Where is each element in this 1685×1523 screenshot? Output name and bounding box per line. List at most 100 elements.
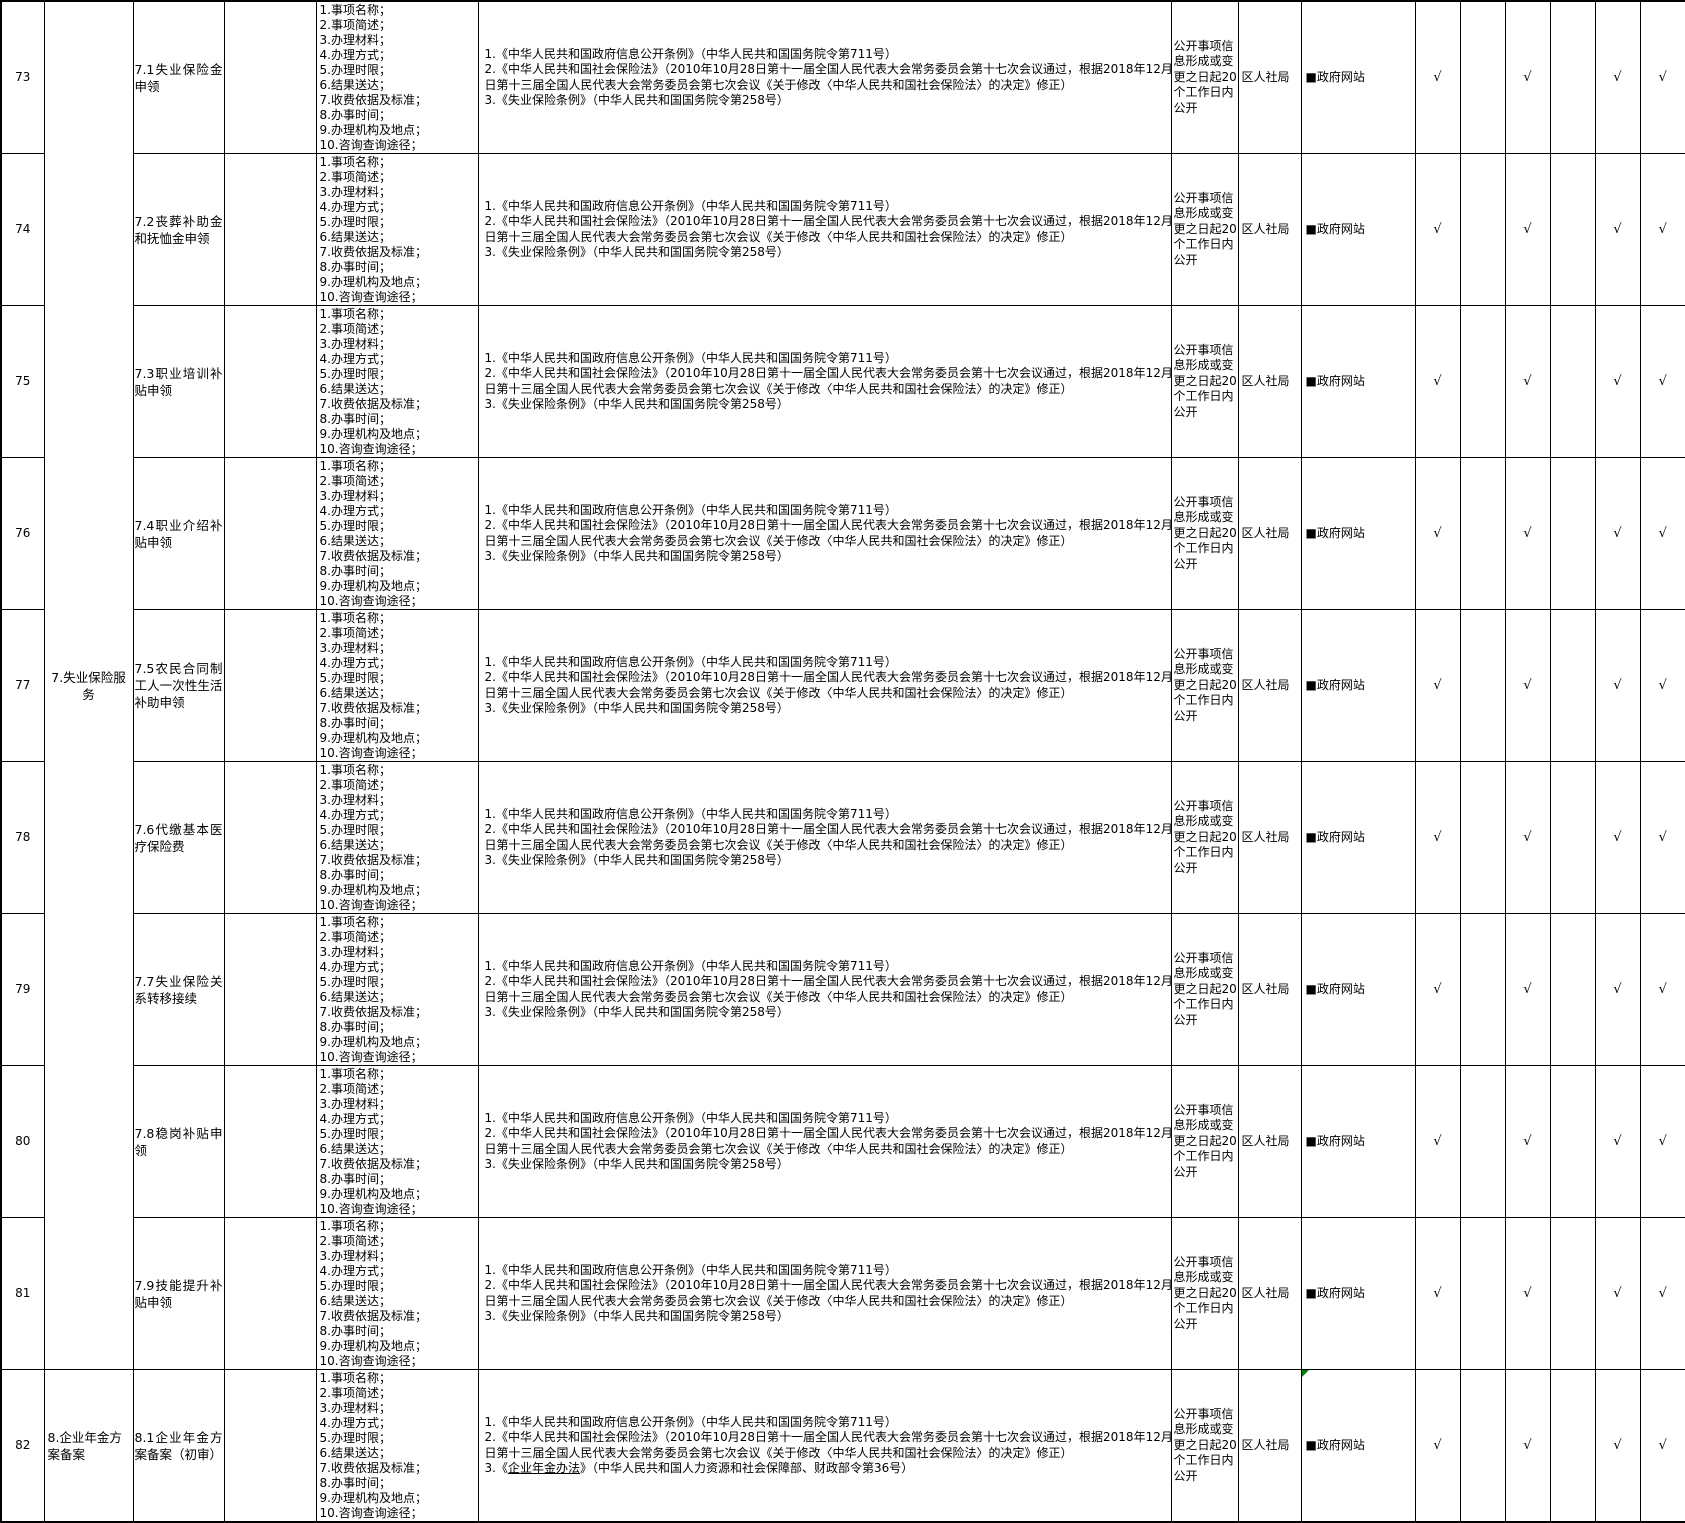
check-cell [1549, 1065, 1596, 1218]
check-cell [1549, 761, 1596, 914]
item-name-cell: 7.7失业保险关系转移接续 [132, 913, 225, 1066]
table-row: 78 7.6代缴基本医疗保险费 1.事项名称； 2.事项简述； 3.办理材料； 4.办… [0, 761, 1685, 914]
check-cell: √ [1414, 609, 1461, 762]
check-cell: √ [1639, 1065, 1685, 1218]
check-cell: √ [1504, 1217, 1551, 1370]
channel-cell: ■政府网站 [1300, 609, 1416, 762]
department-cell: 区人社局 [1237, 153, 1302, 306]
check-cell [1549, 305, 1596, 458]
table-row: 75 7.3职业培训补贴申领 1.事项名称； 2.事项简述； 3.办理材料； 4.办理… [0, 305, 1685, 458]
empty-cell [223, 0, 317, 154]
empty-cell [223, 609, 317, 762]
check-cell: √ [1639, 305, 1685, 458]
check-cell: √ [1504, 0, 1551, 154]
legal-basis-cell: 1.《中华人民共和国政府信息公开条例》（中华人民共和国国务院令第711号） 2.… [477, 153, 1172, 306]
check-cell: √ [1414, 457, 1461, 610]
check-cell: √ [1594, 305, 1641, 458]
check-cell: √ [1639, 913, 1685, 1066]
department-cell: 区人社局 [1237, 761, 1302, 914]
table-row: 79 7.7失业保险关系转移接续 1.事项名称； 2.事项简述； 3.办理材料； 4.… [0, 913, 1685, 1066]
check-cell [1459, 1065, 1506, 1218]
item-name-cell: 7.2丧葬补助金和抚恤金申领 [132, 153, 225, 306]
content-list-cell: 1.事项名称； 2.事项简述； 3.办理材料； 4.办理方式； 5.办理时限； 6.结果送… [315, 0, 479, 154]
row-number-cell: 73 [0, 0, 45, 154]
legal-basis-cell: 1.《中华人民共和国政府信息公开条例》（中华人民共和国国务院令第711号） 2.… [477, 457, 1172, 610]
check-cell [1549, 1369, 1596, 1523]
underlined-law-title: 企业年金办法 [507, 1461, 580, 1475]
check-cell: √ [1639, 153, 1685, 306]
check-cell: √ [1414, 0, 1461, 154]
department-cell: 区人社局 [1237, 0, 1302, 154]
check-cell: √ [1414, 1217, 1461, 1370]
check-cell: √ [1594, 913, 1641, 1066]
content-list-cell: 1.事项名称； 2.事项简述； 3.办理材料； 4.办理方式； 5.办理时限； 6.结果送… [315, 609, 479, 762]
empty-cell [223, 457, 317, 610]
content-list-cell: 1.事项名称； 2.事项简述； 3.办理材料； 4.办理方式； 5.办理时限； 6.结果送… [315, 913, 479, 1066]
check-cell: √ [1414, 153, 1461, 306]
table-row: 82 8.企业年金方案备案 8.1企业年金方案备案（初审） 1.事项名称； 2.事… [0, 1369, 1685, 1523]
department-cell: 区人社局 [1237, 913, 1302, 1066]
content-list-cell: 1.事项名称； 2.事项简述； 3.办理材料； 4.办理方式； 5.办理时限； 6.结果送… [315, 305, 479, 458]
content-list-cell: 1.事项名称； 2.事项简述； 3.办理材料； 4.办理方式； 5.办理时限； 6.结果送… [315, 761, 479, 914]
table-row: 81 7.9技能提升补贴申领 1.事项名称； 2.事项简述； 3.办理材料； 4.办理… [0, 1217, 1685, 1370]
check-cell [1549, 153, 1596, 306]
table-row: 76 7.4职业介绍补贴申领 1.事项名称； 2.事项简述； 3.办理材料； 4.办理… [0, 457, 1685, 610]
check-cell: √ [1504, 913, 1551, 1066]
row-number-cell: 74 [0, 153, 45, 306]
department-cell: 区人社局 [1237, 1065, 1302, 1218]
item-name-cell: 7.8稳岗补贴申领 [132, 1065, 225, 1218]
green-triangle-icon [1302, 1370, 1309, 1377]
row-number-cell: 80 [0, 1065, 45, 1218]
department-cell: 区人社局 [1237, 609, 1302, 762]
department-cell: 区人社局 [1237, 1217, 1302, 1370]
channel-cell: ■政府网站 [1300, 0, 1416, 154]
check-cell [1549, 609, 1596, 762]
check-cell: √ [1414, 1065, 1461, 1218]
content-list-cell: 1.事项名称； 2.事项简述； 3.办理材料； 4.办理方式； 5.办理时限； 6.结果送… [315, 1217, 479, 1370]
channel-cell: ■政府网站 [1300, 1065, 1416, 1218]
check-cell: √ [1594, 609, 1641, 762]
channel-cell: ■政府网站 [1300, 305, 1416, 458]
row-number-cell: 81 [0, 1217, 45, 1370]
check-cell: √ [1639, 1369, 1685, 1523]
check-cell [1549, 457, 1596, 610]
content-list-cell: 1.事项名称； 2.事项简述； 3.办理材料； 4.办理方式； 5.办理时限； 6.结果送… [315, 153, 479, 306]
check-cell: √ [1504, 609, 1551, 762]
check-cell [1459, 609, 1506, 762]
check-cell [1459, 0, 1506, 154]
table-row: 77 7.5农民合同制工人一次性生活补助申领 1.事项名称； 2.事项简述； 3.办… [0, 609, 1685, 762]
content-list-cell: 1.事项名称； 2.事项简述； 3.办理材料； 4.办理方式； 5.办理时限； 6.结果送… [315, 457, 479, 610]
time-limit-cell: 公开事项信 息形成或变 更之日起20 个工作日内 公开 [1170, 1217, 1239, 1370]
check-cell: √ [1594, 153, 1641, 306]
check-cell: √ [1639, 1217, 1685, 1370]
item-name-cell: 7.5农民合同制工人一次性生活补助申领 [132, 609, 225, 762]
row-number-cell: 77 [0, 609, 45, 762]
content-list-cell: 1.事项名称； 2.事项简述； 3.办理材料； 4.办理方式； 5.办理时限； 6.结果送… [315, 1369, 479, 1523]
check-cell [1549, 0, 1596, 154]
check-cell [1459, 457, 1506, 610]
table-row: 80 7.8稳岗补贴申领 1.事项名称； 2.事项简述； 3.办理材料； 4.办理方式… [0, 1065, 1685, 1218]
check-cell [1549, 913, 1596, 1066]
time-limit-cell: 公开事项信 息形成或变 更之日起20 个工作日内 公开 [1170, 1065, 1239, 1218]
empty-cell [223, 761, 317, 914]
department-cell: 区人社局 [1237, 305, 1302, 458]
empty-cell [223, 153, 317, 306]
row-number-cell: 78 [0, 761, 45, 914]
channel-cell: ■政府网站 [1300, 1217, 1416, 1370]
channel-cell: ■政府网站 [1300, 153, 1416, 306]
check-cell [1459, 1369, 1506, 1523]
check-cell [1459, 305, 1506, 458]
legal-basis-cell: 1.《中华人民共和国政府信息公开条例》（中华人民共和国国务院令第711号） 2.… [477, 913, 1172, 1066]
legal-basis-cell: 1.《中华人民共和国政府信息公开条例》（中华人民共和国国务院令第711号） 2.… [477, 1217, 1172, 1370]
item-name-cell: 7.1失业保险金申领 [132, 0, 225, 154]
check-cell: √ [1504, 457, 1551, 610]
empty-cell [223, 913, 317, 1066]
check-cell: √ [1504, 1369, 1551, 1523]
check-cell: √ [1414, 305, 1461, 458]
channel-cell: ■政府网站 [1300, 913, 1416, 1066]
check-cell: √ [1639, 0, 1685, 154]
check-cell [1459, 761, 1506, 914]
channel-cell: ■政府网站 [1300, 457, 1416, 610]
content-list-cell: 1.事项名称； 2.事项简述； 3.办理材料； 4.办理方式； 5.办理时限； 6.结果送… [315, 1065, 479, 1218]
check-cell: √ [1594, 1217, 1641, 1370]
